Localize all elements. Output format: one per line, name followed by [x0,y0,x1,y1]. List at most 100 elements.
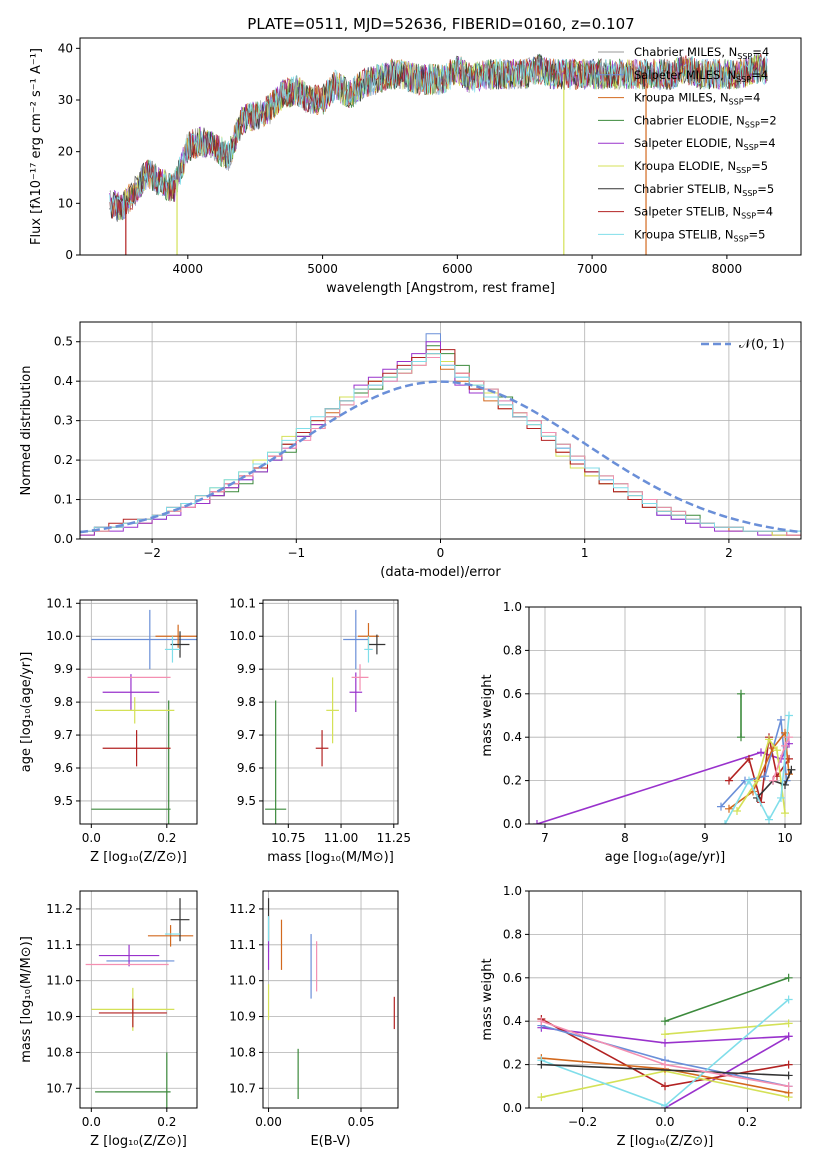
plot-area-mass-vs-z [85,898,194,1108]
weight-line [756,769,793,799]
weight-marker [769,776,777,785]
y-tick-label: 10.7 [46,1081,73,1095]
legend-label: Chabrier ELODIE, NSSP=2 [634,113,777,129]
legend-label-n: =4 [751,68,768,82]
plot-area-spectrum [109,53,768,255]
weight-marker [757,748,765,757]
panel-mass-vs-z: 0.0 0.2 10.7 10.8 10.9 11.0 11.1 11.2 Z [log₁₀(Z… [19,890,198,1149]
x-tick-label: 8000 [712,262,743,276]
y-tick-label: 9.8 [54,695,73,709]
weight-marker [661,1038,669,1047]
x-tick-label: 11.25 [377,831,411,845]
weight-line [664,1022,789,1035]
x-tick-label: 4000 [173,262,204,276]
y-tick-label: 0.2 [503,774,522,788]
legend-label-n: =5 [749,227,766,241]
legend-label: Chabrier STELIB, NSSP=5 [634,182,774,198]
x-axis-label: E(B-V) [310,1134,350,1149]
weight-marker [784,1032,793,1041]
weight-marker [781,809,789,818]
weight-marker [777,793,785,802]
legend-label-sub: SSP [736,166,751,175]
x-tick-label: 7 [541,831,549,845]
y-tick-label: 9.8 [237,695,256,709]
weight-marker [533,820,541,824]
y-tick-label: 0.1 [54,493,73,507]
y-axis-label: age [log₁₀(age/yr)] [19,652,34,773]
weight-marker [725,776,733,785]
weight-marker [765,815,773,824]
y-tick-label: 0.8 [503,927,522,941]
x-tick-label: −0.2 [568,1115,597,1129]
weight-marker [661,1030,669,1039]
x-tick-label: 5000 [307,262,338,276]
axes-frame [528,606,802,825]
y-tick-label: 0.4 [503,730,522,744]
weight-marker [721,820,729,824]
y-tick-label: 0.4 [503,1014,522,1028]
y-tick-label: 0.6 [503,687,522,701]
axes-frame [262,599,399,825]
legend-label-text: Kroupa STELIB, N [634,227,734,241]
legend-label-sub: SSP [736,75,751,84]
y-tick-label: 10.0 [229,629,256,643]
x-tick-label: 10.75 [271,831,305,845]
weight-line [728,737,790,803]
y-axis-label: Flux [fλ10⁻¹⁷ erg cm⁻² s⁻¹ A⁻¹] [29,48,44,245]
gaussian-reference [80,380,801,534]
legend-label: Chabrier MILES, NSSP=4 [634,45,769,61]
y-tick-label: 10.8 [46,1045,73,1059]
x-axis-label: wavelength [Angstrom, rest frame] [326,281,555,296]
weight-marker [661,1082,669,1091]
weight-marker [745,754,753,763]
legend-label: Salpeter ELODIE, NSSP=4 [634,136,776,152]
y-axis-label: Normed distribution [19,366,34,496]
plot-area-age-vs-mass [265,609,386,824]
x-tick-label: 8 [621,831,629,845]
y-tick-label: 1.0 [503,884,522,898]
legend-label-sub: SSP [744,143,759,152]
legend-label: Kroupa STELIB, NSSP=5 [634,227,765,243]
legend-label-sub: SSP [745,120,760,129]
y-tick-label: 20 [58,145,73,159]
weight-marker [537,1017,546,1026]
legend-label-text: Salpeter STELIB, N [634,205,741,219]
y-tick-label: 9.7 [237,728,256,742]
y-tick-label: 11.1 [46,938,73,952]
y-tick-label: 0.2 [54,453,73,467]
x-tick-label: 0.0 [82,1115,101,1129]
y-tick-label: 9.9 [54,662,73,676]
weight-marker [537,1093,546,1102]
plot-area-age-vs-z [87,609,197,824]
y-tick-label: 0.5 [54,335,73,349]
legend-label-n: =5 [751,159,768,173]
y-tick-label: 11.0 [229,974,256,988]
model-line [109,55,768,220]
x-tick-label: 0.05 [348,1115,375,1129]
legend-label: Kroupa MILES, NSSP=4 [634,91,760,107]
weight-marker [784,973,793,982]
legend-label-n: =5 [757,182,774,196]
x-tick-label: 0.0 [82,831,101,845]
weight-marker [765,735,773,744]
weight-marker [725,804,733,813]
legend-label: Kroupa ELODIE, NSSP=5 [634,159,768,175]
y-axis-label: mass weight [480,674,495,756]
y-tick-label: 11.2 [229,902,256,916]
panel-age-vs-mass: 10.75 11.00 11.25 9.5 9.6 9.7 9.8 9.9 10.0 10.1 ma… [229,596,411,865]
legend-label-sub: SSP [734,234,749,243]
weight-marker [661,1101,669,1108]
x-axis-label: age [log₁₀(age/yr)] [605,850,726,865]
x-tick-label: 7000 [577,262,608,276]
panel-age-vs-z: 0.0 0.2 9.5 9.6 9.7 9.8 9.9 10.0 10.1 Z [log₁₀(Z/… [19,596,198,865]
y-tick-label: 9.7 [54,728,73,742]
weight-marker [733,806,741,815]
axes-frame [79,890,198,1109]
y-tick-label: 10 [58,196,73,210]
legend-label-text: Salpeter ELODIE, N [634,136,744,150]
weight-marker [661,1060,669,1069]
weight-marker [777,715,785,724]
weight-marker [785,754,793,763]
legend-label-sub: SSP [729,98,744,107]
x-tick-label: 6000 [442,262,473,276]
